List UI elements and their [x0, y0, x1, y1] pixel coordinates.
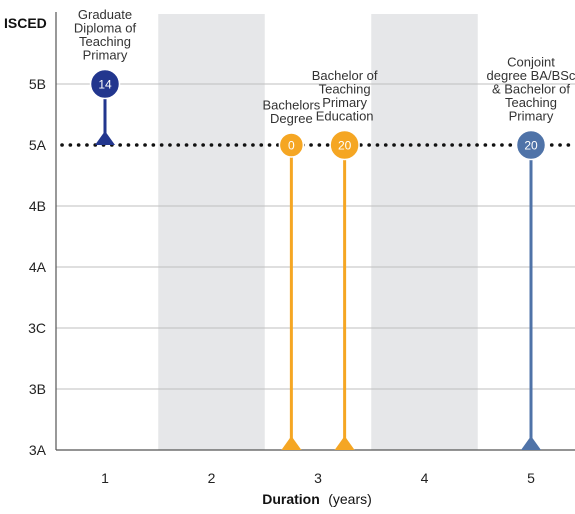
y-axis-title: ISCED	[4, 15, 47, 31]
series-label-line: Primary	[322, 95, 367, 110]
x-tick-label: 3	[314, 470, 322, 486]
series-bubble	[89, 68, 121, 100]
x-tick-label: 2	[208, 470, 216, 486]
shaded-columns	[158, 14, 478, 450]
x-axis-title-unit: (years)	[328, 491, 372, 507]
series-bubble	[329, 129, 360, 161]
y-tick-label: 4B	[29, 198, 46, 214]
series-bubble-value: 20	[524, 139, 538, 153]
y-tick-label: 5B	[29, 76, 46, 92]
x-tick-label: 1	[101, 470, 109, 486]
x-tick-label: 5	[527, 470, 535, 486]
x-tick-label: 4	[421, 470, 429, 486]
series-label-line: Degree	[270, 111, 313, 126]
series-label-line: & Bachelor of	[492, 82, 570, 97]
series-bubble-value: 20	[338, 139, 352, 153]
y-tick-label: 4A	[29, 259, 47, 275]
y-tick-label: 5A	[29, 137, 47, 153]
series-label-line: Bachelors	[262, 98, 320, 113]
series-bubble	[278, 132, 305, 158]
series-bubble	[515, 129, 547, 161]
series-label-line: Teaching	[79, 34, 131, 49]
series-label-line: Conjoint	[507, 55, 555, 70]
y-tick-label: 3A	[29, 442, 47, 458]
shaded-column-4	[371, 14, 478, 450]
series-label-line: Education	[316, 109, 374, 124]
series-label-line: Primary	[83, 48, 128, 63]
series-label-line: Teaching	[319, 82, 371, 97]
series-base-marker	[334, 436, 355, 450]
axes: 5B 5A 4B 4A 3C 3B 3A 1 2 3 4 5	[28, 12, 575, 486]
series-label-line: Graduate	[78, 7, 132, 22]
shaded-column-2	[158, 14, 265, 450]
series-base-marker	[521, 436, 541, 450]
series-bubble-value: 0	[288, 139, 295, 153]
series-label-line: Primary	[509, 109, 554, 124]
series-label-line: Bachelor of	[312, 68, 378, 83]
series-label-line: Teaching	[505, 95, 557, 110]
x-axis-title: Duration (years)	[262, 491, 372, 508]
y-tick-label: 3C	[28, 320, 46, 336]
gridlines	[56, 83, 575, 390]
series-base-marker	[95, 131, 115, 145]
y-tick-label: 3B	[29, 381, 46, 397]
series-bubble-value: 14	[98, 78, 112, 92]
series-base-marker	[281, 436, 302, 450]
x-axis-title-bold: Duration	[262, 491, 320, 507]
series-label-line: Diploma of	[74, 21, 137, 36]
series-label-line: degree BA/BSc	[487, 68, 575, 83]
